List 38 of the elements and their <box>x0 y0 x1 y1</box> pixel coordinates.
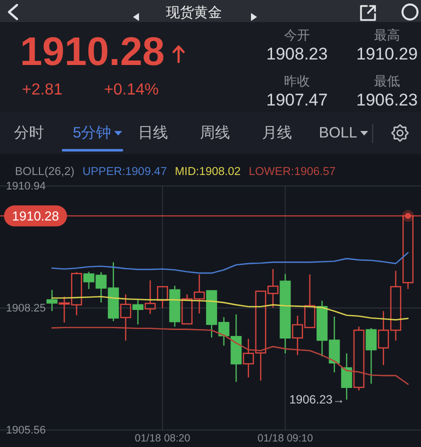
x-tick-label: 01/18 08:20 <box>134 432 190 444</box>
text: 分时 <box>14 124 44 142</box>
candlestick <box>144 280 156 314</box>
candlestick <box>169 285 180 328</box>
text: LOWER:1906.57 <box>248 166 336 178</box>
annotation: 1906.23→ <box>289 392 345 407</box>
text: 周线 <box>200 124 230 142</box>
text: MID:1908.02 <box>174 166 241 178</box>
text: UPPER:1909.47 <box>82 166 167 178</box>
text: +2.81 <box>22 82 63 98</box>
text: 1910.29 <box>356 44 418 64</box>
y-tick-label: 1905.56 <box>6 424 46 437</box>
text: 最低 <box>374 74 400 88</box>
x-tick-label: 01/18 09:10 <box>258 432 314 444</box>
candlestick <box>366 327 377 384</box>
text: 今开 <box>284 28 310 42</box>
candlestick <box>120 294 132 342</box>
text: 1908.23 <box>266 44 328 64</box>
candlestick <box>132 299 144 325</box>
text: 昨收 <box>284 74 310 88</box>
candlestick <box>341 352 352 400</box>
y-tick-label: 1910.94 <box>6 180 46 193</box>
y-tick-label: 1908.25 <box>6 302 46 315</box>
candlestick <box>46 289 58 312</box>
chart-subtitle: 1910.28 <box>20 30 165 74</box>
text: 1906.23 <box>356 90 418 110</box>
text: BOLL <box>318 124 358 142</box>
text: 5分钟 <box>72 124 112 142</box>
text: 1907.47 <box>266 90 328 110</box>
chart-title: 现货黄金 <box>166 4 222 20</box>
text: +0.14% <box>104 82 159 98</box>
line-series <box>51 252 409 274</box>
text: 最高 <box>374 28 400 42</box>
text: 日线 <box>138 124 168 142</box>
text: 月线 <box>262 124 292 142</box>
candlestick <box>280 273 291 354</box>
ref-line-label: 1910.28 <box>12 208 59 224</box>
legend-title: BOLL(26,2) <box>15 166 75 178</box>
